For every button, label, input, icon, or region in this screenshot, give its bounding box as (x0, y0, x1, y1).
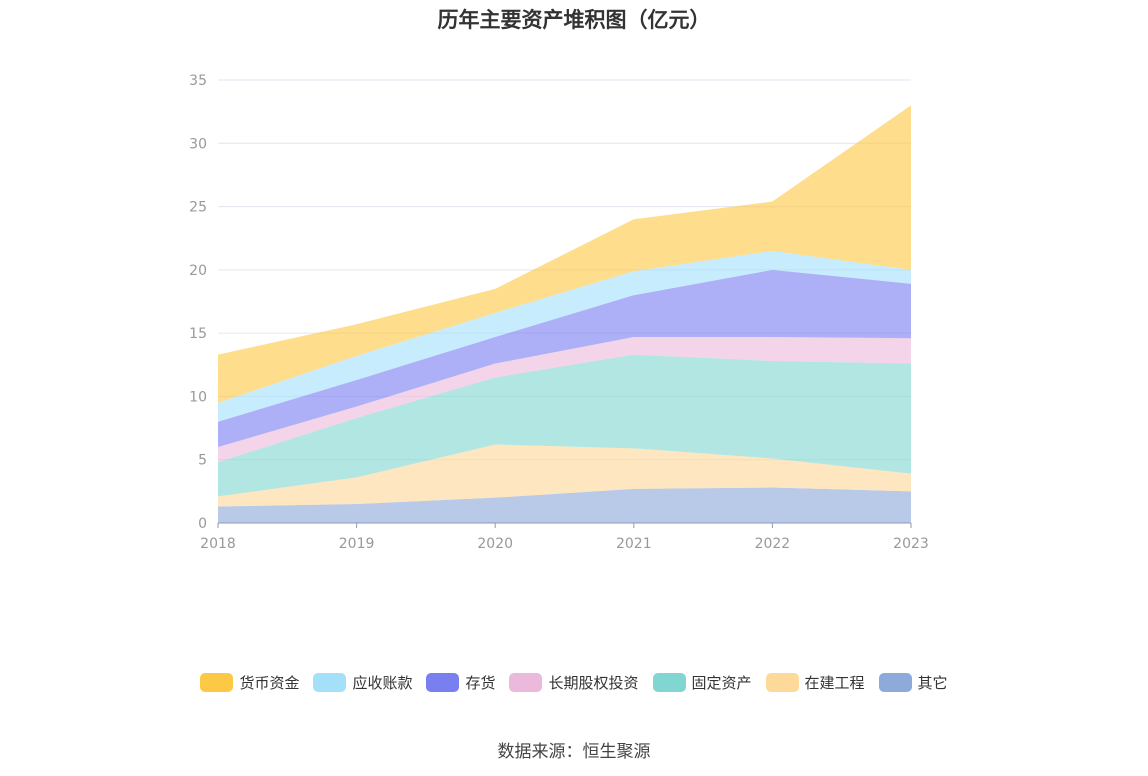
legend-label: 应收账款 (352, 674, 413, 692)
y-tick-label: 25 (189, 200, 207, 216)
legend-swatch (313, 673, 347, 692)
y-axis-labels: 0 5 10 15 20 25 30 35 (189, 73, 207, 532)
legend-label: 在建工程 (804, 674, 865, 692)
legend-item[interactable]: 长期股权投资 (509, 672, 639, 693)
y-tick-label: 30 (189, 136, 207, 152)
area-series-在建工程 (218, 444, 911, 507)
legend-swatch (509, 673, 543, 692)
legend-swatch (878, 673, 912, 692)
x-tick-label: 2019 (339, 536, 375, 552)
stacked-area-chart: 2018 2019 2020 2021 2022 2023 0 5 10 15 20 25 30 35 (189, 73, 929, 552)
legend-swatch (652, 673, 686, 692)
x-tick-label: 2020 (477, 536, 513, 552)
y-tick-label: 15 (189, 326, 207, 342)
area-series-应收账款 (218, 250, 911, 422)
area-series-货币资金 (218, 105, 911, 403)
legend-item[interactable]: 固定资产 (652, 672, 752, 693)
area-series-长期股权投资 (218, 336, 911, 463)
area-series-固定资产 (218, 354, 911, 497)
data-source-note: 数据来源：恒生聚源 (497, 742, 651, 762)
x-axis: 2018 2019 2020 2021 2022 2023 (200, 522, 929, 552)
y-tick-label: 35 (189, 73, 207, 89)
legend: 货币资金 应收账款 存货 长期股权投资 固定资产 在建工程 其它 (0, 672, 1148, 693)
legend-label: 固定资产 (691, 674, 752, 692)
legend-swatch (426, 673, 460, 692)
y-tick-label: 20 (189, 263, 207, 279)
legend-label: 货币资金 (239, 674, 300, 692)
y-tick-label: 10 (189, 389, 207, 405)
x-tick-label: 2023 (893, 536, 929, 552)
legend-item[interactable]: 货币资金 (200, 672, 299, 693)
legend-item[interactable]: 应收账款 (313, 672, 412, 693)
y-tick-label: 0 (198, 516, 207, 532)
area-series-其它 (218, 487, 911, 523)
legend-swatch (765, 673, 799, 692)
x-tick-label: 2018 (200, 536, 236, 552)
area-series-存货 (218, 269, 911, 448)
legend-swatch (200, 673, 234, 692)
legend-item[interactable]: 其它 (878, 672, 948, 693)
legend-label: 长期股权投资 (548, 674, 639, 692)
legend-label: 其它 (917, 674, 948, 692)
x-tick-label: 2021 (616, 536, 652, 552)
y-tick-label: 5 (198, 453, 207, 469)
legend-item[interactable]: 存货 (426, 672, 495, 693)
legend-label: 存货 (465, 674, 496, 692)
chart-title: 历年主要资产堆积图（亿元） (437, 8, 711, 32)
legend-item[interactable]: 在建工程 (765, 672, 865, 693)
x-tick-label: 2022 (755, 536, 791, 552)
area-layers (218, 105, 911, 523)
